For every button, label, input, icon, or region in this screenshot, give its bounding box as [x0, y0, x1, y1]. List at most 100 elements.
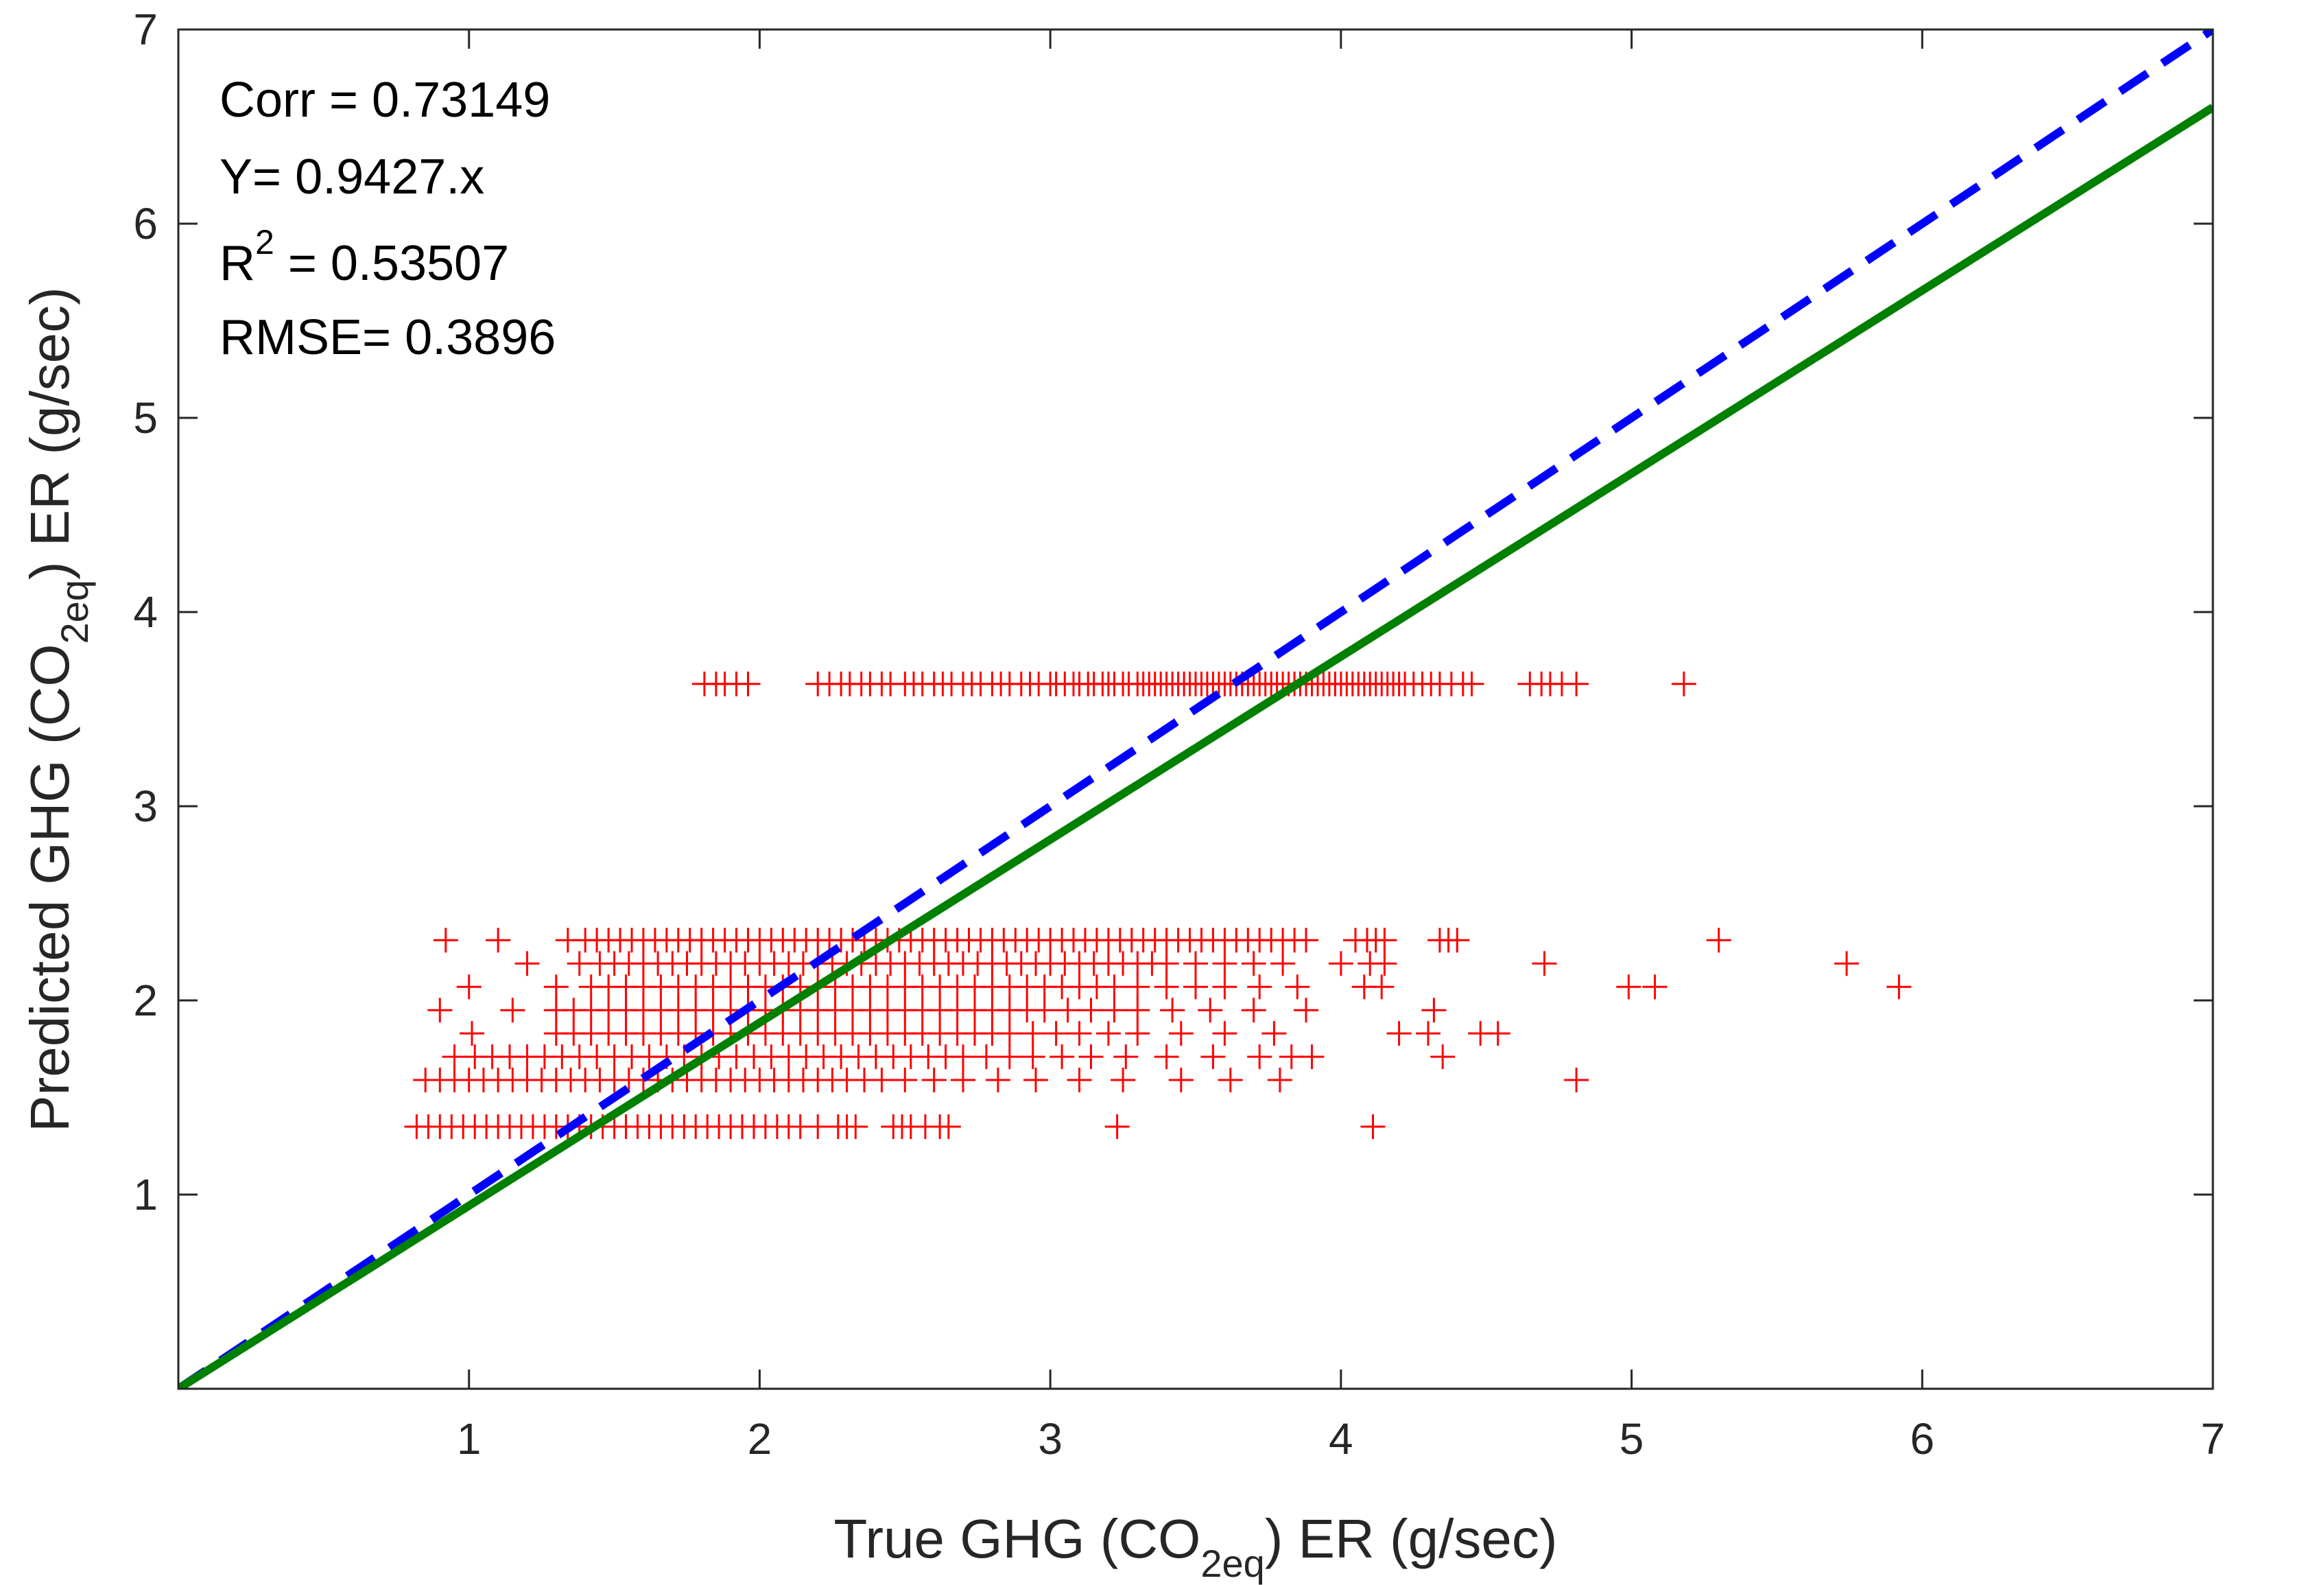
data-point	[1671, 671, 1696, 696]
data-point	[1421, 998, 1447, 1023]
r2-superscript: 2	[255, 223, 274, 261]
data-point	[1102, 974, 1127, 1000]
x-tick-label: 5	[1620, 1414, 1644, 1464]
data-point	[951, 1044, 975, 1070]
data-point	[1218, 1068, 1243, 1092]
data-point	[1055, 998, 1080, 1023]
data-point	[1032, 998, 1057, 1023]
y-tick-label: 1	[133, 1170, 158, 1219]
data-point	[514, 951, 540, 976]
data-point	[1564, 1068, 1589, 1092]
data-point	[1294, 998, 1318, 1023]
data-point	[1834, 951, 1860, 976]
data-point	[1168, 1021, 1194, 1046]
r2-label: R	[220, 236, 255, 291]
data-point	[1200, 1044, 1226, 1070]
data-point	[1416, 1021, 1440, 1046]
data-point	[936, 1114, 961, 1139]
data-point	[1372, 951, 1397, 976]
y-tick-label: 6	[133, 199, 158, 248]
r2-value: = 0.53507	[274, 236, 509, 291]
data-point	[1430, 1044, 1456, 1070]
data-point	[1285, 974, 1310, 1000]
data-point	[997, 1021, 1022, 1046]
identity-line	[178, 30, 2213, 1389]
y-axis-label-sub: 2eq	[53, 580, 96, 644]
data-point	[1183, 951, 1208, 976]
data-point	[1270, 951, 1296, 976]
data-point	[1261, 1021, 1287, 1046]
data-point	[1706, 928, 1731, 953]
data-point	[1113, 1044, 1139, 1070]
data-point	[1095, 1021, 1121, 1046]
data-point	[1104, 1114, 1130, 1139]
data-point	[1111, 1068, 1136, 1092]
data-point	[869, 1068, 894, 1092]
data-point	[1168, 1068, 1194, 1092]
data-point	[973, 1044, 999, 1070]
data-point	[1078, 1044, 1104, 1070]
data-point	[1067, 1068, 1092, 1092]
data-point	[997, 1044, 1022, 1070]
data-point	[1241, 951, 1266, 976]
data-point	[1067, 1021, 1092, 1046]
data-point	[1020, 1044, 1045, 1070]
data-point	[1154, 1044, 1179, 1070]
data-point	[1532, 951, 1557, 976]
data-point	[1247, 1044, 1272, 1070]
data-point	[427, 998, 453, 1023]
data-point	[486, 928, 511, 953]
x-axis-label-sub: 2eq	[1200, 1542, 1264, 1585]
data-point	[1386, 1021, 1412, 1046]
x-tick-label: 7	[2201, 1414, 2225, 1464]
data-point	[500, 998, 525, 1023]
x-tick-label: 2	[748, 1414, 772, 1464]
data-point	[951, 1068, 975, 1092]
data-point	[843, 1114, 868, 1139]
data-point	[1372, 928, 1397, 953]
corr-annotation: Corr = 0.73149	[220, 73, 550, 128]
data-point	[1241, 998, 1266, 1023]
x-tick-label: 3	[1038, 1414, 1063, 1464]
data-point	[1125, 998, 1150, 1023]
data-point	[1247, 974, 1272, 1000]
x-tick-label: 6	[1910, 1414, 1934, 1464]
y-tick-label: 5	[133, 393, 158, 443]
x-tick-label: 1	[457, 1414, 482, 1464]
r2-annotation: R2 = 0.53507	[220, 223, 509, 291]
scatter-points	[404, 671, 1912, 1139]
x-tick-label: 4	[1329, 1414, 1353, 1464]
data-point	[1294, 928, 1318, 953]
data-point	[456, 974, 482, 1000]
data-point	[1020, 1021, 1045, 1046]
y-tick-label: 3	[133, 782, 158, 831]
data-point	[921, 1068, 947, 1092]
data-point	[1198, 998, 1223, 1023]
data-point	[1369, 974, 1395, 1000]
data-point	[1212, 974, 1237, 1000]
y-tick-label: 7	[133, 5, 158, 54]
data-point	[1642, 974, 1668, 1000]
data-point	[1459, 671, 1484, 696]
data-point	[1102, 998, 1127, 1023]
data-point	[1267, 1068, 1292, 1092]
rmse-annotation: RMSE= 0.3896	[220, 310, 556, 365]
y-tick-label: 2	[133, 976, 158, 1025]
y-axis-label: Predicted GHG (CO2eq) ER (g/sec)	[19, 287, 96, 1131]
data-point	[543, 974, 569, 1000]
data-point	[735, 671, 761, 696]
data-point	[460, 1021, 484, 1046]
data-point	[1564, 671, 1589, 696]
data-point	[1160, 998, 1185, 1023]
data-point	[892, 1068, 918, 1092]
data-point	[433, 928, 458, 953]
data-point	[1485, 1021, 1510, 1046]
axis-ticks: 1 2 3 4 5 6 7 1 2 3 4 5 6 7	[133, 5, 2225, 1464]
x-axis-label: True GHG (CO2eq) ER (g/sec)	[834, 1508, 1558, 1585]
x-axis-label-pre: True GHG (CO	[834, 1508, 1201, 1569]
data-point	[1125, 974, 1150, 1000]
data-point	[1078, 998, 1104, 1023]
data-point	[1445, 928, 1470, 953]
data-point	[1360, 1114, 1386, 1139]
y-axis-label-pre: Predicted GHG (CO	[19, 644, 80, 1131]
